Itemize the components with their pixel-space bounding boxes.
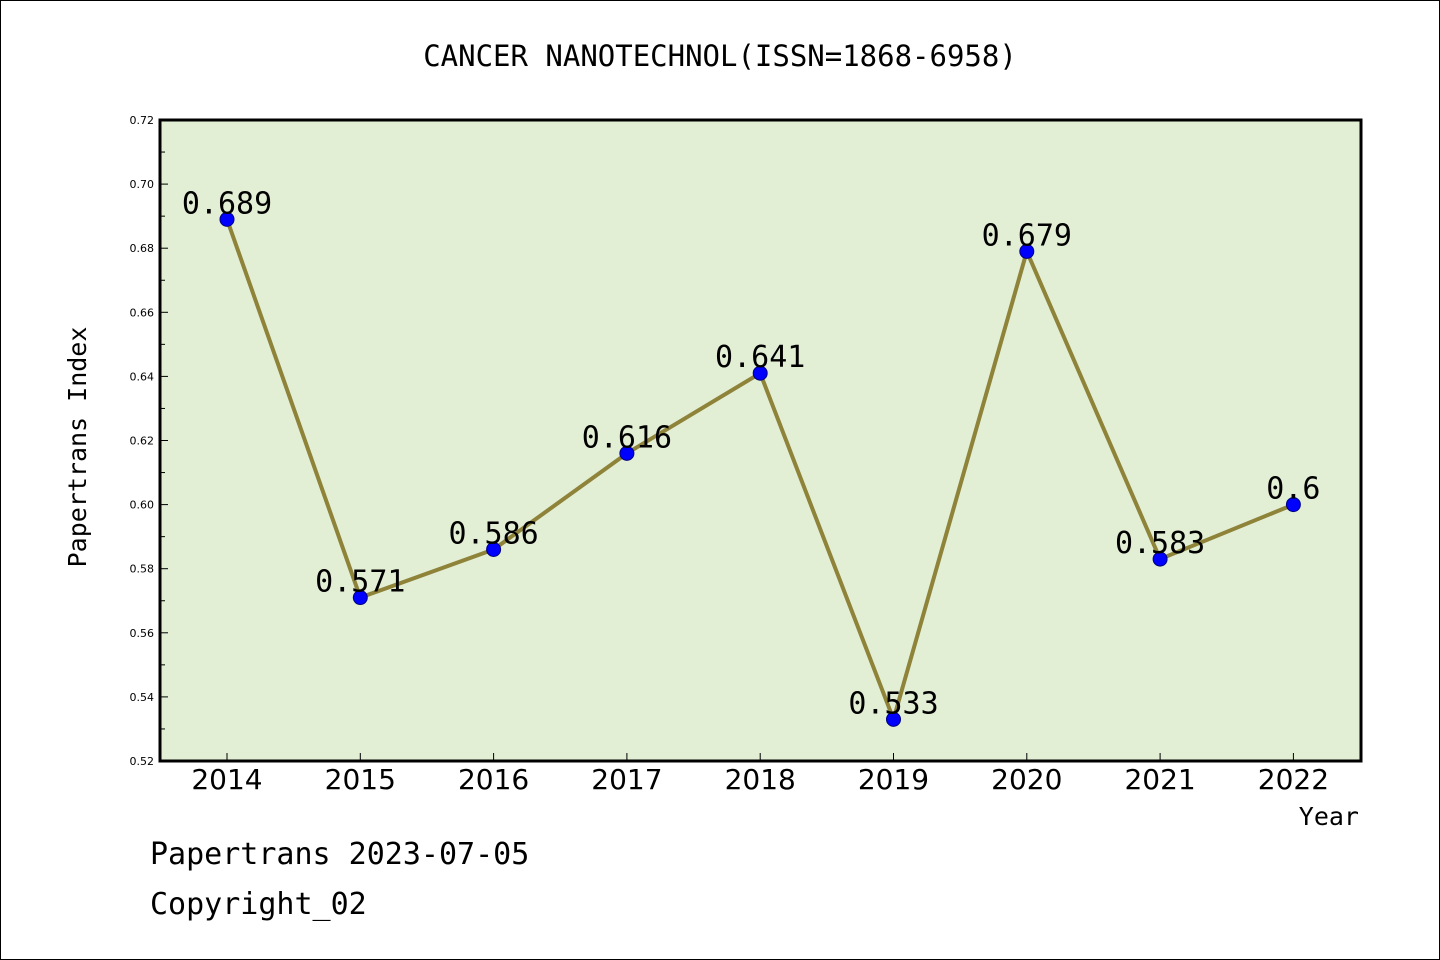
data-label: 0.641 — [715, 340, 805, 375]
data-point — [1152, 551, 1168, 567]
series-markers — [219, 211, 1301, 727]
footer-date: Papertrans 2023-07-05 — [150, 837, 529, 872]
plot-area — [158, 118, 1363, 763]
data-point — [752, 365, 768, 381]
data-point — [352, 590, 368, 606]
data-label: 0.586 — [448, 516, 538, 551]
x-tick-label: 2015 — [325, 763, 396, 796]
x-tick-label: 2014 — [191, 763, 262, 796]
data-labels: 0.689 0.571 0.586 0.616 0.641 0.533 0.679 0.583… — [182, 186, 1321, 721]
y-tick-label: 0.66 — [130, 306, 155, 319]
y-tick-label: 0.68 — [130, 242, 155, 255]
x-tick-label: 2018 — [725, 763, 796, 796]
data-label: 0.571 — [315, 565, 405, 600]
data-point — [619, 445, 635, 461]
x-tick-label: 2022 — [1258, 763, 1329, 796]
data-point — [886, 711, 901, 727]
y-tick-label: 0.62 — [130, 435, 155, 448]
data-label: 0.6 — [1266, 472, 1320, 507]
y-tick-label: 0.64 — [130, 370, 155, 383]
x-tick-label: 2021 — [1124, 763, 1195, 796]
x-tick-label: 2016 — [458, 763, 529, 796]
x-axis-label: Year — [1299, 802, 1359, 831]
y-tick-label: 0.70 — [130, 178, 155, 191]
x-tick-label: 2020 — [991, 763, 1062, 796]
y-tick-label: 0.54 — [130, 691, 155, 704]
data-point — [1019, 243, 1035, 259]
footer-copyright: Copyright_02 — [150, 887, 367, 922]
data-label: 0.583 — [1115, 526, 1205, 561]
data-point — [219, 211, 235, 227]
y-tick-label: 0.58 — [130, 563, 155, 576]
data-point — [1285, 497, 1301, 513]
data-label: 0.616 — [582, 420, 672, 455]
y-tick-label: 0.56 — [130, 627, 155, 640]
data-label: 0.679 — [982, 218, 1072, 253]
y-tick-label: 0.60 — [130, 499, 155, 512]
data-label: 0.689 — [182, 186, 272, 221]
x-tick-label: 2017 — [591, 763, 662, 796]
x-tick-label: 2019 — [858, 763, 929, 796]
y-tick-label: 0.52 — [130, 755, 155, 768]
x-axis: 2014 2015 2016 2017 2018 2019 2020 2021 2022 — [191, 753, 1329, 796]
y-axis: 0.52 0.54 0.56 0.58 0.60 0.62 0.64 0.66 0.68 0.70… — [130, 114, 168, 768]
chart-title: CANCER NANOTECHNOL(ISSN=1868-6958) — [423, 39, 1017, 73]
y-tick-label: 0.72 — [130, 114, 155, 127]
y-axis-label: Papertrans Index — [63, 327, 92, 568]
data-point — [486, 541, 502, 557]
data-label: 0.533 — [848, 686, 938, 721]
